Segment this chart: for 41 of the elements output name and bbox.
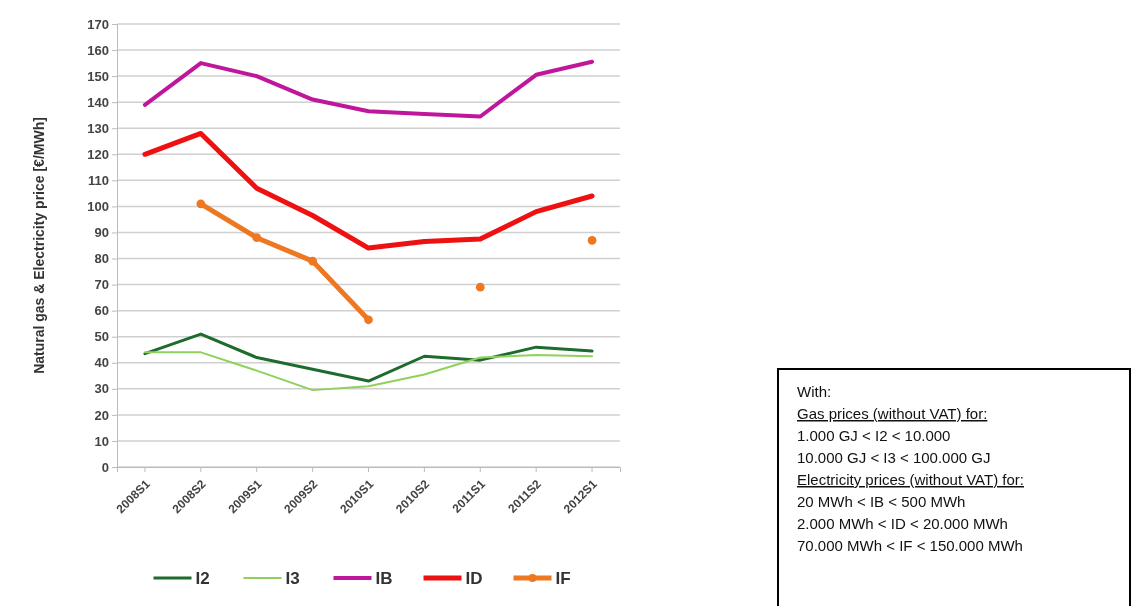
y-tick-label: 100 (87, 199, 109, 215)
y-tick-label: 90 (94, 225, 109, 241)
y-tick-label: 80 (94, 251, 109, 267)
y-tick-label: 150 (87, 68, 109, 84)
text: 70.000 MWh < IF < 150.000 MWh (797, 537, 1023, 554)
y-tick-label: 50 (94, 329, 109, 345)
y-tick-label: 110 (88, 173, 109, 189)
legend-label: I2 (195, 569, 210, 588)
legend-label: ID (465, 569, 483, 588)
text: With: (797, 383, 832, 400)
legend-label: I3 (285, 569, 300, 588)
legend-label: IB (375, 569, 393, 588)
text: 1.000 GJ < I2 < 10.000 (797, 427, 951, 444)
y-tick-label: 140 (87, 94, 109, 110)
y-tick-label: 70 (94, 277, 109, 293)
y-tick-label: 60 (94, 303, 109, 319)
text: Gas prices (without VAT) for: (797, 405, 988, 422)
y-tick-label: 160 (87, 42, 109, 58)
text: 2.000 MWh < ID < 20.000 MWh (797, 515, 1008, 532)
text: Electricity prices (without VAT) for: (797, 471, 1024, 488)
point (475, 282, 485, 292)
legend-label: IF (555, 569, 571, 588)
y-tick-label: 120 (87, 146, 109, 162)
y-tick-label: 170 (87, 16, 109, 32)
y-tick-label: 30 (94, 381, 109, 397)
text: 20 MWh < IB < 500 MWh (797, 493, 966, 510)
y-tick-label: 10 (94, 433, 109, 449)
y-tick-label: 40 (94, 355, 109, 371)
point (587, 235, 597, 245)
point (252, 233, 262, 243)
y-axis-title: Natural gas & Electricity price [€/MWh] (31, 117, 47, 374)
line-series (142, 59, 595, 119)
y-tick-label: 130 (87, 120, 109, 136)
point (364, 315, 373, 325)
y-tick-label: 0 (101, 459, 109, 475)
text: 10.000 GJ < I3 < 100.000 GJ (797, 449, 991, 466)
point (308, 256, 317, 266)
y-tick-label: 20 (94, 407, 109, 423)
point (196, 199, 206, 209)
line-series (143, 332, 594, 383)
line-series (143, 351, 594, 392)
